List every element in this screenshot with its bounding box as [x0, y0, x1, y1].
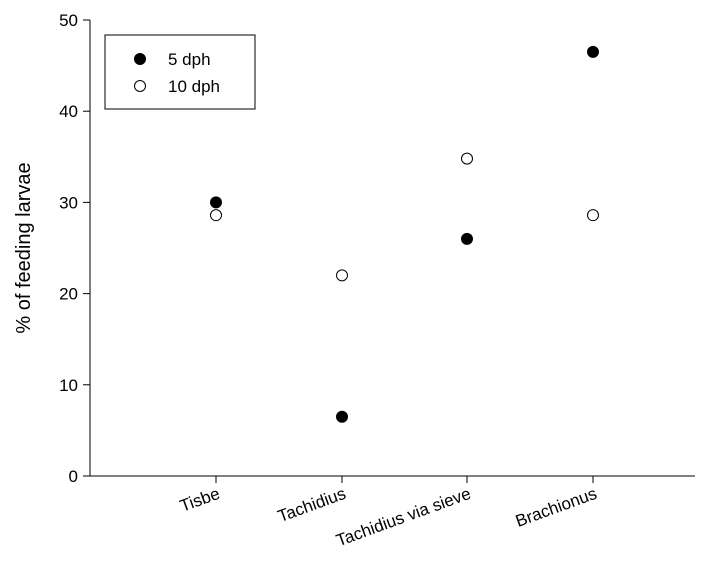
y-tick-label: 20	[59, 285, 78, 304]
data-point-10dph	[461, 152, 473, 165]
data-points	[210, 45, 599, 423]
y-tick-label: 30	[59, 193, 78, 212]
data-point-5dph	[461, 232, 473, 245]
x-tick-label: Brachionus	[513, 484, 599, 531]
data-point-10dph	[210, 209, 222, 222]
legend-marker-10dph	[134, 80, 146, 92]
y-tick-label: 50	[59, 11, 78, 30]
y-axis-ticks: 0 10 20 30 40 50	[59, 11, 90, 486]
legend-label-10dph: 10 dph	[168, 77, 220, 96]
data-point-10dph	[336, 269, 348, 282]
y-tick-label: 0	[69, 467, 78, 486]
legend-marker-5dph	[134, 53, 146, 65]
y-tick-label: 40	[59, 102, 78, 121]
x-tick-label: Tisbe	[177, 484, 222, 516]
data-point-5dph	[210, 196, 222, 209]
y-tick-label: 10	[59, 376, 78, 395]
plot-area	[89, 20, 695, 477]
x-tick-label: Tachidius	[275, 484, 348, 526]
data-point-5dph	[587, 45, 599, 58]
legend-label-5dph: 5 dph	[168, 50, 211, 69]
data-point-10dph	[587, 209, 599, 222]
x-tick-label: Tachidius via sieve	[334, 484, 474, 550]
y-axis-title: % of feeding larvae	[13, 162, 35, 333]
legend: 5 dph 10 dph	[104, 34, 256, 110]
legend-box	[104, 34, 256, 110]
data-point-5dph	[336, 410, 348, 423]
